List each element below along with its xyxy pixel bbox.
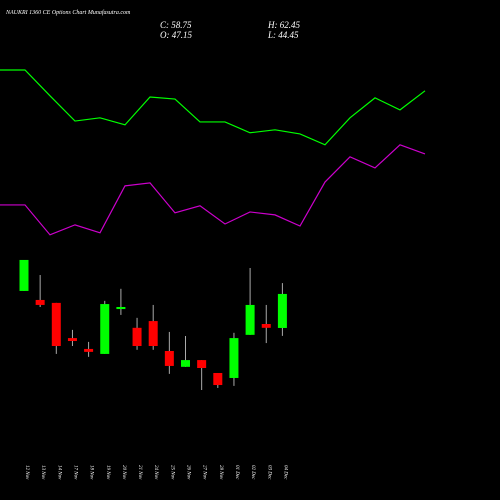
candle-body [132, 327, 142, 347]
label: C: [160, 20, 169, 30]
label: O: [160, 30, 170, 40]
value: 62.45 [280, 20, 301, 30]
candle-body [84, 348, 94, 352]
x-tick-label: 02 Dec [250, 465, 255, 480]
indicator-line [0, 69, 426, 146]
candle-body [35, 299, 45, 305]
value: 47.15 [172, 30, 193, 40]
candle-body [197, 360, 207, 369]
ohlc-open: O: 47.15 [160, 30, 193, 40]
candle-body [19, 259, 29, 291]
value: 44.45 [278, 30, 299, 40]
candle-body [51, 302, 61, 347]
x-tick-label: 19 Nov [105, 465, 110, 480]
candle-body [148, 321, 158, 347]
x-tick-label: 26 Nov [186, 465, 191, 480]
x-tick-label: 28 Nov [218, 465, 223, 480]
candle-body [100, 304, 110, 354]
candle-body [181, 360, 190, 367]
x-tick-label: 20 Nov [121, 465, 126, 480]
candle-body [229, 338, 239, 378]
x-tick-label: 17 Nov [72, 465, 77, 480]
x-tick-label: 25 Nov [169, 465, 174, 480]
x-tick-label: 04 Dec [282, 465, 287, 480]
x-tick-label: 21 Nov [137, 465, 142, 480]
x-tick-label: 14 Nov [56, 465, 61, 480]
ohlc-low: L: 44.45 [267, 30, 299, 40]
chart-title: NAUKRI 1360 CE Options Chart Munafasutra… [5, 9, 131, 16]
candle-body [261, 324, 271, 328]
x-tick-label: 12 Nov [24, 465, 29, 480]
x-tick-label: 01 Dec [234, 465, 239, 480]
candle-body [245, 304, 255, 335]
candle-body [116, 306, 126, 310]
indicator-line [0, 144, 426, 236]
x-tick-label: 24 Nov [153, 465, 158, 480]
candle-body [67, 338, 77, 342]
candle-body [164, 350, 174, 366]
label: L: [267, 30, 276, 40]
candle-body [213, 372, 223, 386]
label: H: [267, 20, 278, 30]
x-tick-label: 03 Dec [266, 465, 271, 480]
candle-body [277, 293, 287, 328]
ohlc-close: C: 58.75 [160, 20, 192, 30]
ohlc-high: H: 62.45 [267, 20, 301, 30]
x-tick-label: 18 Nov [89, 465, 94, 480]
x-tick-label: 13 Nov [40, 465, 45, 480]
x-tick-label: 27 Nov [202, 465, 207, 480]
value: 58.75 [171, 20, 192, 30]
